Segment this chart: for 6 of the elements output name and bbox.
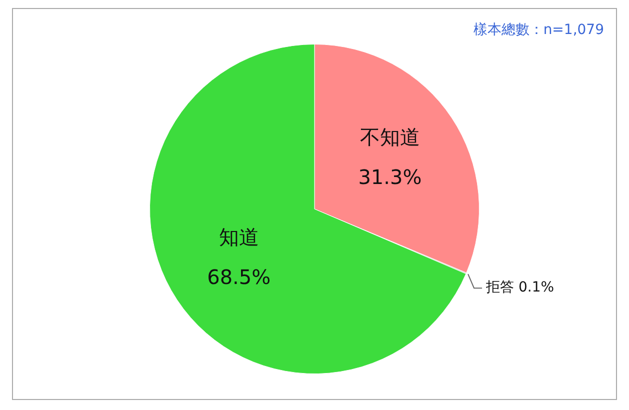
slice-label: 拒答 0.1% <box>485 280 554 296</box>
slice-label: 知道 <box>218 225 259 250</box>
data-label: 31.3% <box>358 165 422 190</box>
data-label: 68.5% <box>207 265 271 290</box>
slice-label: 不知道 <box>360 125 420 150</box>
text: 樣本總數：n=1,079 <box>473 21 604 39</box>
